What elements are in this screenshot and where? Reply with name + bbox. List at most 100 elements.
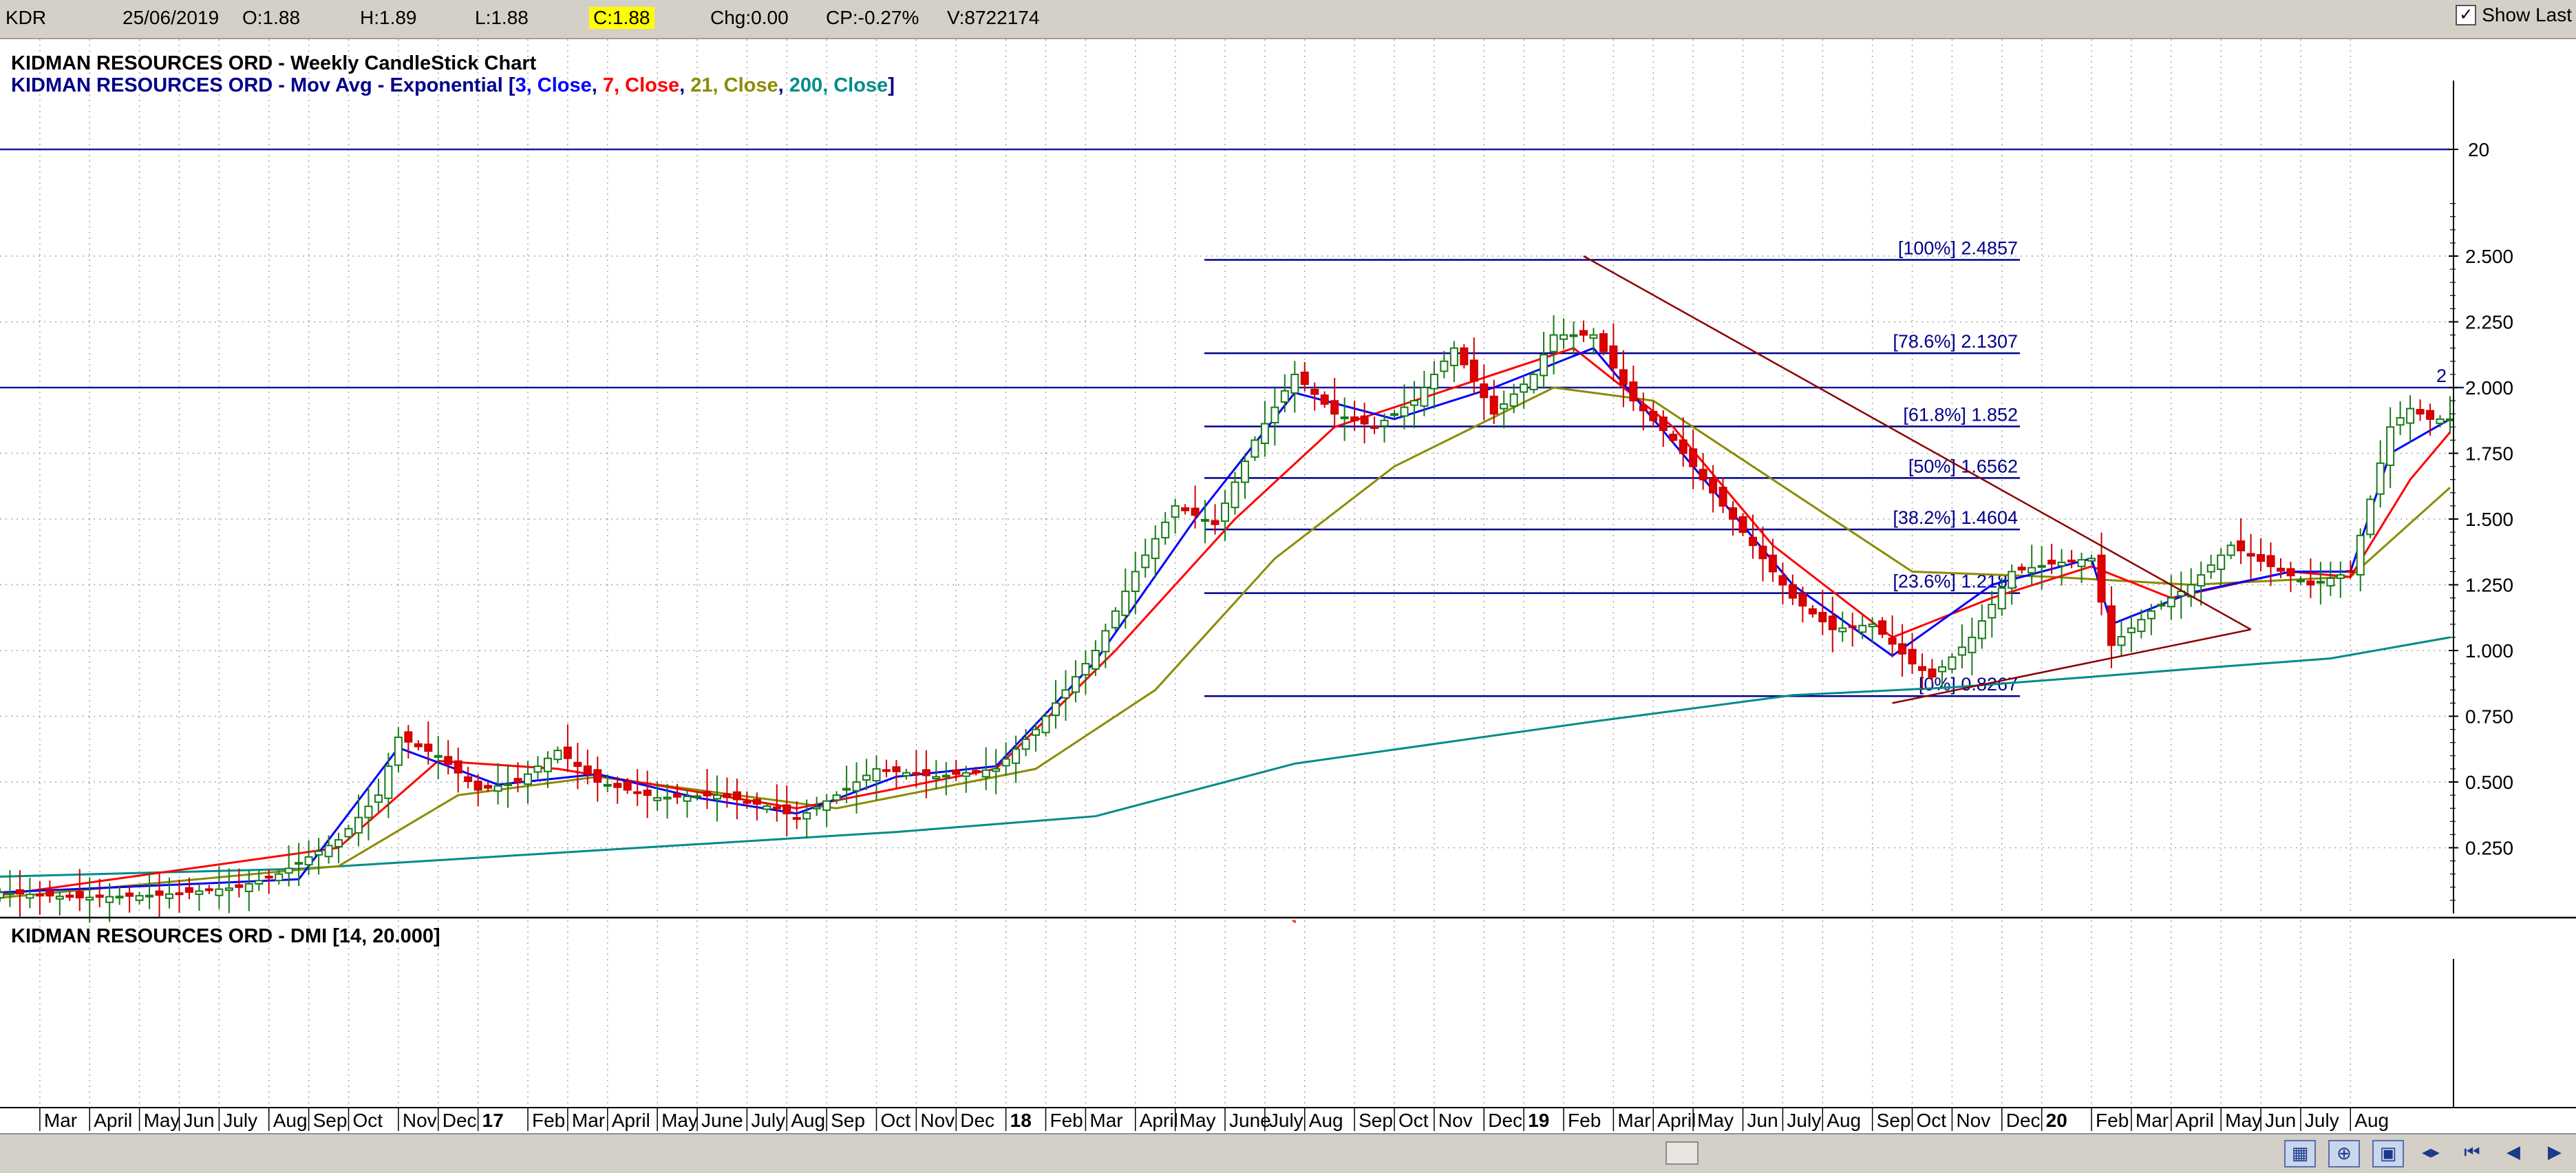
candle-body [1977,620,1986,640]
scroll-left-icon[interactable]: ◀ [2506,1142,2520,1163]
ema3-line [0,346,2451,894]
horizontal-line[interactable]: 2 [0,366,2464,389]
x-tick-label: July [1269,1110,1303,1131]
fib-level-label: [38.2%] 1.4604 [1893,507,2018,528]
candle-body [1021,738,1030,750]
trendlines[interactable] [1583,255,2252,704]
price-tick-label: 1.000 [2465,640,2513,662]
candle-body [434,754,443,758]
candle-body [593,769,602,783]
x-tick-label: Aug [2354,1110,2389,1131]
scroll-thumb[interactable] [1665,1141,1699,1165]
candle-body [723,793,732,799]
x-tick-label: Sep [1359,1110,1393,1131]
candle-body [553,750,562,761]
candle-body [902,772,911,776]
candle-body [224,887,233,891]
candle-body [2087,558,2096,562]
x-tick-label: April [1657,1110,1696,1131]
candle-body [1748,536,1757,547]
x-tick-label: Nov [1438,1110,1473,1131]
price-tick-label: 0.750 [2465,706,2513,728]
candle-body [1409,400,1418,406]
price-tick-label: 2.250 [2465,312,2513,333]
candle-body [35,894,44,897]
candle-body [1350,416,1359,421]
scroll-first-icon[interactable]: ⏮ [2464,1141,2480,1163]
candle-body [1549,334,1558,352]
candle-body [1768,554,1777,573]
candle-body [1081,663,1090,676]
candle-body [862,774,871,781]
x-tick-label: April [1140,1110,1178,1131]
candle-body [2017,567,2026,571]
candle-body [1758,545,1767,560]
scroll-bar[interactable]: ▦ ⊕ ▣ ◂▸ ⏮ ◀ ▶ [0,1133,2576,1173]
x-tick-label: Mar [572,1110,605,1131]
candle-body [1928,668,1937,678]
candle-body [1937,666,1946,673]
candle-body [145,894,154,898]
zoom-out-icon[interactable]: ▦ [2284,1140,2316,1167]
candle-body [961,772,970,777]
candle-body [374,794,383,803]
price-tick-label: 0.500 [2465,772,2513,793]
candle-body [1908,648,1917,665]
candle-body [1609,345,1618,369]
candle-body [1151,538,1160,560]
candle-body [2237,540,2246,551]
candle-body [1729,507,1738,520]
scroll-both-icon[interactable]: ◂▸ [2421,1142,2440,1163]
candle-body [1798,593,1807,607]
candle-body [1071,676,1080,693]
x-tick-label: Nov [403,1110,437,1131]
candle-body [822,800,831,811]
ma-legend-suffix: ] [888,74,895,96]
hline-label: 2 [2436,366,2447,386]
show-last-checkbox[interactable]: ✓ [2456,5,2477,25]
scroll-right-icon[interactable]: ▶ [2548,1142,2562,1163]
ma-legend-ema21: 21, Close [690,74,778,96]
close-label: C:1.88 [589,7,654,29]
candle-body [424,743,433,752]
candle-body [115,896,124,899]
candle-body [2107,605,2116,646]
candles [0,315,2454,923]
candle-body [1121,591,1130,616]
fibonacci-retracement[interactable]: [100%] 2.4857 [78.6%] 2.1307 [61.8%] 1.852… [1204,237,2020,697]
candle-body [792,816,801,820]
show-last-toggle[interactable]: ✓ Show Last [2456,4,2572,26]
candle-body [2127,627,2136,633]
ma-legend-ema3: 3, Close [515,74,592,96]
volume-label: V:8722174 [947,7,1040,28]
candle-body [2008,571,2016,589]
zoom-in-icon[interactable]: ⊕ [2328,1140,2360,1167]
change-label: Chg:0.00 [710,7,789,28]
x-tick-label: May [1180,1110,1216,1131]
candle-body [2047,560,2056,564]
candle-body [2376,462,2385,495]
x-tick-label: July [1787,1110,1821,1131]
candle-body [1529,373,1538,390]
x-tick-label: July [223,1110,257,1131]
candle-body [563,746,572,759]
candle-body [364,805,373,818]
dmi-panel [0,148,2576,924]
candle-body [125,892,134,897]
candle-body [2366,498,2375,536]
candle-body [1520,383,1529,393]
x-tick-label: 20 [2046,1110,2067,1131]
x-tick-label: April [94,1110,132,1131]
candle-body [264,876,273,879]
zoom-fit-icon[interactable]: ▣ [2372,1140,2404,1167]
candle-body [842,788,851,791]
candle-body [1828,615,1837,631]
candle-body [772,806,781,810]
candle-body [1997,587,2006,610]
candle-body [2257,553,2266,562]
chart-area[interactable]: [100%] 2.4857 [78.6%] 2.1307 [61.8%] 1.852… [0,39,2576,1133]
chart-background [0,39,2576,1133]
candle-body [1041,715,1050,734]
candle-body [992,768,1001,772]
candle-body [1957,646,1966,656]
